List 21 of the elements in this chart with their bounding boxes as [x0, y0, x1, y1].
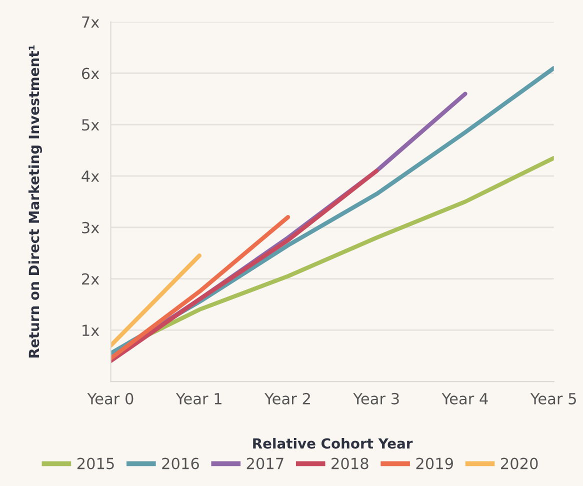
x-tick-label: Year 2 — [264, 392, 310, 404]
legend-label: 2015 — [77, 458, 114, 470]
y-axis-title: Return on Direct Marketing Investment¹ — [28, 45, 42, 358]
y-tick-label: 4x — [82, 170, 100, 182]
y-tick-label: 6x — [82, 68, 100, 80]
y-tick-label: 3x — [82, 222, 100, 234]
x-axis-title: Relative Cohort Year — [253, 438, 413, 449]
y-tick-label: 1x — [82, 324, 100, 336]
y-tick-label: 2x — [82, 273, 100, 285]
x-tick-label: Year 3 — [353, 392, 399, 404]
legend-label: 2017 — [246, 458, 284, 470]
x-tick-label: Year 1 — [176, 393, 222, 404]
legend-label: 2019 — [416, 458, 453, 470]
x-tick-label: Year 4 — [442, 393, 488, 404]
x-tick-label: Year 0 — [87, 392, 134, 404]
y-tick-label: 7x — [82, 16, 100, 28]
legend-label: 2020 — [501, 458, 538, 470]
x-tick-label: Year 5 — [530, 393, 576, 404]
y-tick-label: 5x — [82, 119, 100, 131]
legend-label: 2018 — [332, 458, 368, 470]
legend-label: 2016 — [162, 458, 199, 470]
